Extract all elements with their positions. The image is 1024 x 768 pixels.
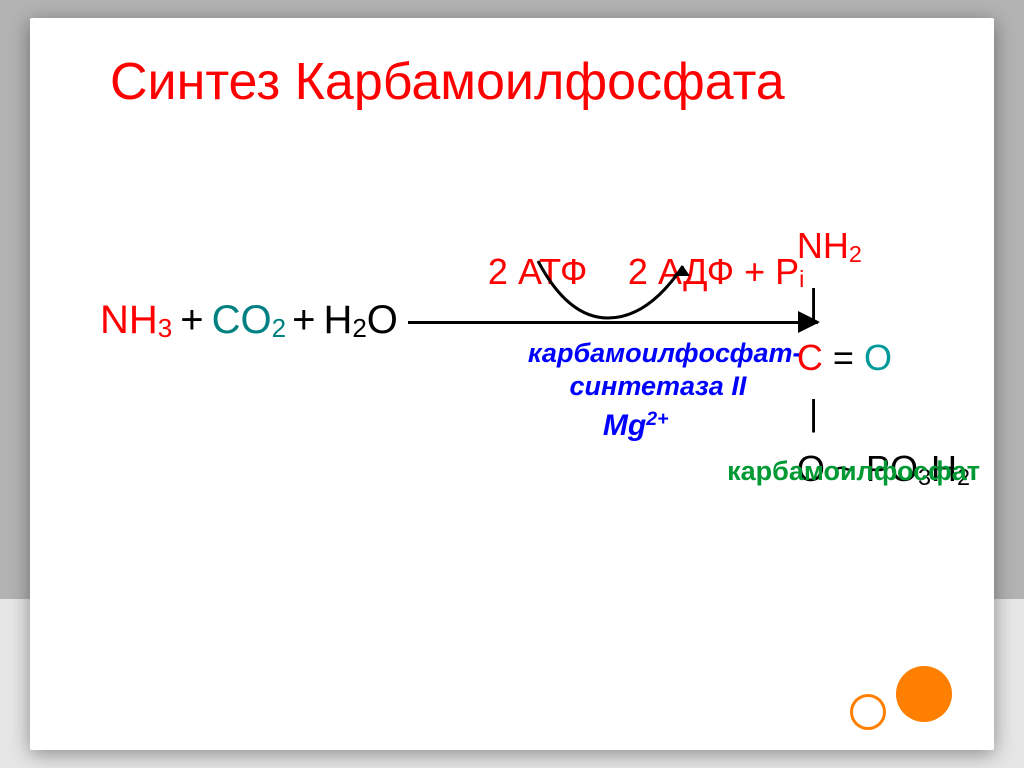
enzyme-line2: синтетаза II [570,371,747,401]
atp-adp-curve [528,256,708,326]
reagent-h2o: H2O [323,298,397,343]
co2-text: CO [212,298,272,342]
co-c: C [797,337,823,378]
reaction-arrow-line [408,321,818,324]
enzyme-line1: карбамоилфосфат- [528,338,802,368]
decoration-ring-icon [850,694,886,730]
arrow-zone: 2 АТФ 2 АДФ + Рi карбамоилфосфат- синтет… [408,301,818,341]
product-bond1: | [797,274,970,330]
nh2-sub: 2 [849,241,862,267]
reaction-diagram: NH3 + CO2 + H2O 2 АТФ 2 АДФ + Рi [100,298,930,343]
nh3-sub: 3 [158,313,172,343]
h2o-h: H [323,298,352,342]
plus-1: + [180,298,203,343]
product-nh2: NH2 [797,218,970,274]
enzyme-label: карбамоилфосфат- синтетаза II [528,337,788,405]
nh2-text: NH [797,225,849,266]
h2o-sub: 2 [352,313,366,343]
reagent-nh3: NH3 [100,298,172,343]
slide-title: Синтез Карбамоилфосфата [110,52,785,112]
cofactor-text: Mg [603,409,646,442]
co-o: O [864,337,892,378]
co-eq: = [823,337,864,378]
cofactor-sup: 2+ [646,408,668,430]
product-label: карбамоилфосфат [727,456,980,487]
reagent-co2: CO2 [212,298,286,343]
product-co: C = O [797,330,970,386]
co2-sub: 2 [272,313,286,343]
nh3-text: NH [100,298,158,342]
decoration-circle-icon [896,666,952,722]
product-bond2: | [797,385,970,441]
h2o-o: O [367,298,398,342]
slide: Синтез Карбамоилфосфата NH3 + CO2 + H2O … [30,18,994,750]
reagents-row: NH3 + CO2 + H2O 2 АТФ 2 АДФ + Рi [100,298,930,343]
cofactor-label: Mg2+ [603,409,669,443]
plus-2: + [292,298,315,343]
